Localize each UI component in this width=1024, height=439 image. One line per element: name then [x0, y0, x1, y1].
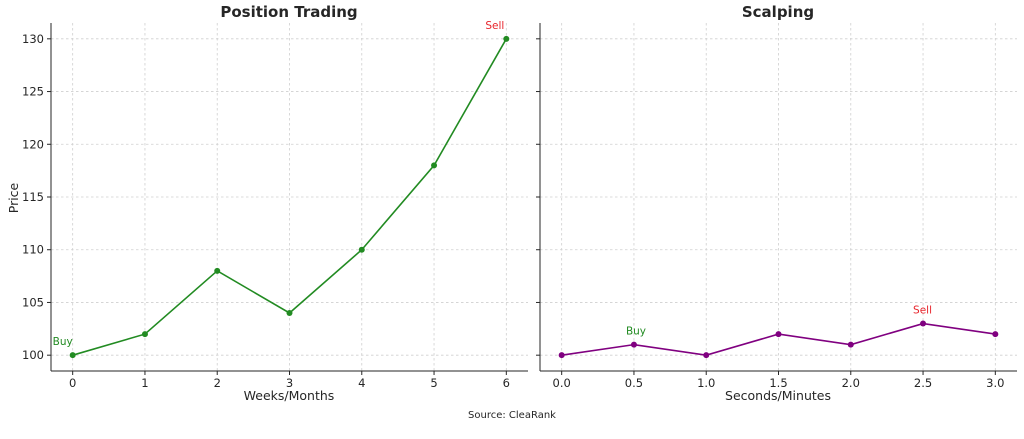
x-ticks: 0.0 0.5 1.0 1.5 2.0 2.5 3.0 [553, 371, 1004, 390]
x-tick-label: 1.0 [697, 376, 715, 390]
data-point [431, 162, 438, 169]
annotations: Buy Sell [626, 305, 932, 338]
y-tick-label: 130 [22, 32, 44, 46]
x-tick-label: 6 [503, 376, 510, 390]
source-note: Source: CleaRank [468, 410, 556, 421]
y-axis-label: Price [6, 182, 21, 213]
data-point [775, 331, 782, 338]
data-point [703, 352, 710, 359]
annotations: Buy Sell [53, 20, 505, 348]
y-tick-label: 100 [22, 348, 44, 362]
annotation-buy: Buy [626, 326, 646, 338]
annotation-sell: Sell [485, 20, 504, 32]
y-ticks [536, 38, 540, 356]
data-point [141, 331, 148, 338]
x-tick-label: 2.5 [914, 376, 932, 390]
x-tick-label: 1.5 [769, 376, 787, 390]
y-tick-label: 120 [22, 137, 44, 151]
x-tick-label: 4 [358, 376, 365, 390]
x-axis-label: Weeks/Months [244, 388, 335, 403]
data-point [214, 267, 221, 274]
x-tick-label: 2 [214, 376, 221, 390]
series [69, 35, 510, 359]
x-tick-label: 2.0 [842, 376, 860, 390]
y-tick-label: 115 [22, 190, 44, 204]
data-point [992, 331, 999, 338]
chart-title: Position Trading [220, 3, 357, 21]
grid [540, 23, 1017, 371]
annotation-buy: Buy [53, 336, 73, 348]
x-tick-label: 5 [430, 376, 437, 390]
chart-title: Scalping [742, 3, 814, 21]
x-tick-label: 3 [286, 376, 293, 390]
annotation-sell: Sell [913, 305, 932, 317]
x-tick-label: 0 [69, 376, 76, 390]
data-point [847, 341, 854, 348]
x-axis-label: Seconds/Minutes [725, 388, 831, 403]
y-tick-label: 110 [22, 243, 44, 257]
data-point [503, 35, 510, 42]
data-point [286, 310, 293, 316]
series [558, 320, 999, 359]
data-point [69, 352, 76, 359]
y-tick-label: 125 [22, 85, 44, 99]
data-point [920, 320, 927, 327]
data-point [358, 246, 365, 253]
x-ticks: 0 1 2 3 4 5 6 [69, 371, 510, 390]
subplot-scalping: Scalping Buy Sell 0.0 0.5 1.0 1.5 2.0 2.5 3.0 S… [536, 3, 1017, 403]
x-tick-label: 0.5 [625, 376, 643, 390]
x-tick-label: 0.0 [553, 376, 571, 390]
x-tick-label: 1 [141, 376, 148, 390]
y-tick-label: 105 [22, 295, 44, 309]
y-ticks: 100 105 110 115 120 125 130 [22, 32, 51, 362]
data-point [558, 352, 565, 359]
data-point [630, 341, 637, 348]
x-tick-label: 3.0 [986, 376, 1004, 390]
